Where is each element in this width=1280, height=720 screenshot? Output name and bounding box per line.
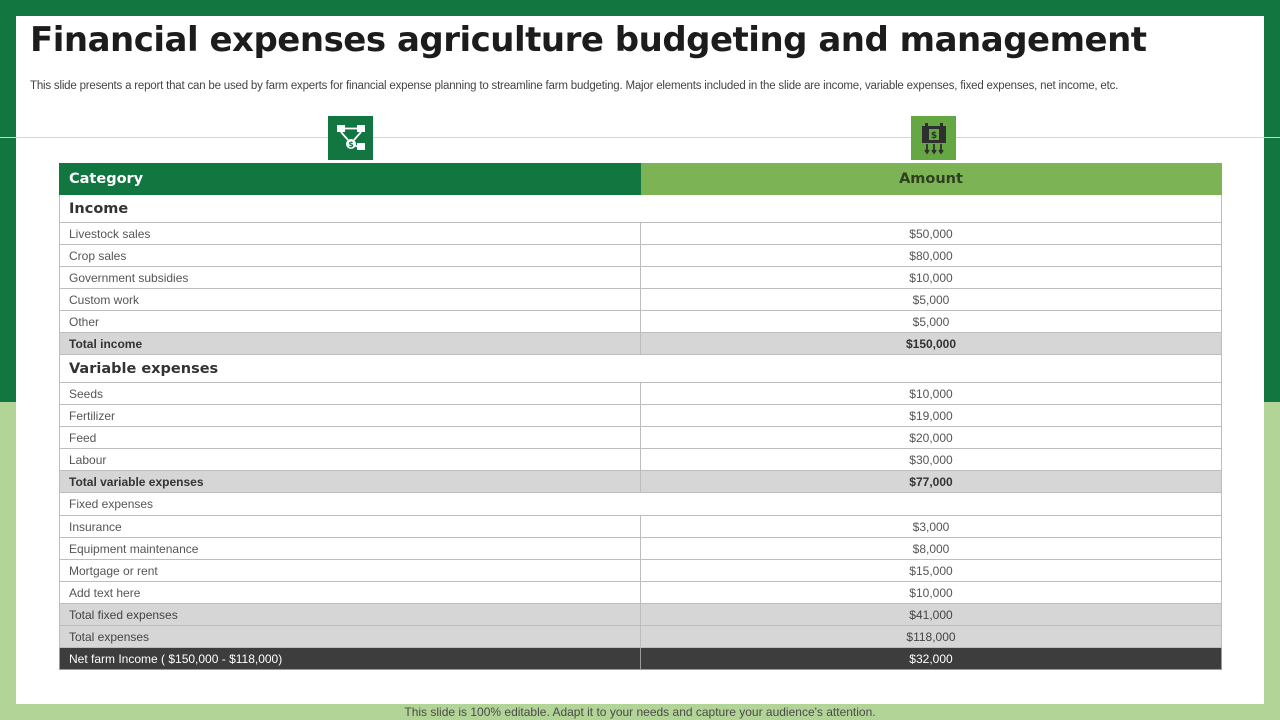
- row-label: Total income: [59, 332, 641, 355]
- row-label: Custom work: [59, 288, 641, 311]
- table-row: Labour $30,000: [59, 448, 1222, 471]
- header-category: Category: [59, 163, 641, 195]
- total-variable-row: Total variable expenses $77,000: [59, 470, 1222, 493]
- section-heading: Fixed expenses: [59, 492, 1222, 516]
- net-income-row: Net farm Income ( $150,000 - $118,000) $…: [59, 647, 1222, 670]
- row-label: Crop sales: [59, 244, 641, 267]
- row-label: Feed: [59, 426, 641, 449]
- row-label: Fertilizer: [59, 404, 641, 427]
- row-amount: $32,000: [640, 647, 1222, 670]
- section-income: Income: [59, 194, 1222, 223]
- row-amount: $5,000: [640, 310, 1222, 333]
- section-variable-expenses: Variable expenses: [59, 354, 1222, 383]
- table-row: Livestock sales $50,000: [59, 222, 1222, 245]
- row-amount: $19,000: [640, 404, 1222, 427]
- row-label: Livestock sales: [59, 222, 641, 245]
- table-row: Add text here $10,000: [59, 581, 1222, 604]
- budget-table: Category Amount Income Livestock sales $…: [59, 163, 1222, 670]
- row-amount: $10,000: [640, 266, 1222, 289]
- row-label: Total variable expenses: [59, 470, 641, 493]
- table-row: Seeds $10,000: [59, 382, 1222, 405]
- row-amount: $118,000: [640, 625, 1222, 648]
- row-label: Add text here: [59, 581, 641, 604]
- row-label: Total expenses: [59, 625, 641, 648]
- row-amount: $15,000: [640, 559, 1222, 582]
- table-row: Crop sales $80,000: [59, 244, 1222, 267]
- row-label: Equipment maintenance: [59, 537, 641, 560]
- row-label: Seeds: [59, 382, 641, 405]
- table-row: Mortgage or rent $15,000: [59, 559, 1222, 582]
- total-income-row: Total income $150,000: [59, 332, 1222, 355]
- row-amount: $41,000: [640, 603, 1222, 626]
- section-heading: Variable expenses: [59, 354, 1222, 383]
- svg-text:$: $: [348, 140, 354, 149]
- row-label: Government subsidies: [59, 266, 641, 289]
- row-amount: $50,000: [640, 222, 1222, 245]
- row-amount: $80,000: [640, 244, 1222, 267]
- table-row: Other $5,000: [59, 310, 1222, 333]
- table-row: Equipment maintenance $8,000: [59, 537, 1222, 560]
- row-label: Other: [59, 310, 641, 333]
- row-amount: $5,000: [640, 288, 1222, 311]
- table-row: Feed $20,000: [59, 426, 1222, 449]
- table-row: Government subsidies $10,000: [59, 266, 1222, 289]
- divider-line: [0, 137, 1280, 138]
- page-title: Financial expenses agriculture budgeting…: [30, 20, 1147, 60]
- table-row: Insurance $3,000: [59, 515, 1222, 538]
- section-heading: Income: [59, 194, 1222, 223]
- table-header-row: Category Amount: [59, 163, 1222, 195]
- table-row: Custom work $5,000: [59, 288, 1222, 311]
- row-amount: $150,000: [640, 332, 1222, 355]
- row-label: Total fixed expenses: [59, 603, 641, 626]
- section-fixed-expenses: Fixed expenses: [59, 492, 1222, 516]
- header-amount: Amount: [640, 163, 1222, 195]
- row-amount: $30,000: [640, 448, 1222, 471]
- row-amount: $8,000: [640, 537, 1222, 560]
- page-subtitle: This slide presents a report that can be…: [30, 80, 1119, 92]
- row-amount: $10,000: [640, 581, 1222, 604]
- total-fixed-row: Total fixed expenses $41,000: [59, 603, 1222, 626]
- row-label: Net farm Income ( $150,000 - $118,000): [59, 647, 641, 670]
- total-expenses-row: Total expenses $118,000: [59, 625, 1222, 648]
- row-amount: $10,000: [640, 382, 1222, 405]
- row-label: Mortgage or rent: [59, 559, 641, 582]
- row-label: Labour: [59, 448, 641, 471]
- row-label: Insurance: [59, 515, 641, 538]
- network-finance-icon: $: [328, 116, 373, 160]
- cash-machine-icon: $: [911, 116, 956, 160]
- row-amount: $3,000: [640, 515, 1222, 538]
- row-amount: $20,000: [640, 426, 1222, 449]
- svg-text:$: $: [930, 131, 936, 141]
- row-amount: $77,000: [640, 470, 1222, 493]
- footer-note: This slide is 100% editable. Adapt it to…: [404, 705, 876, 719]
- table-row: Fertilizer $19,000: [59, 404, 1222, 427]
